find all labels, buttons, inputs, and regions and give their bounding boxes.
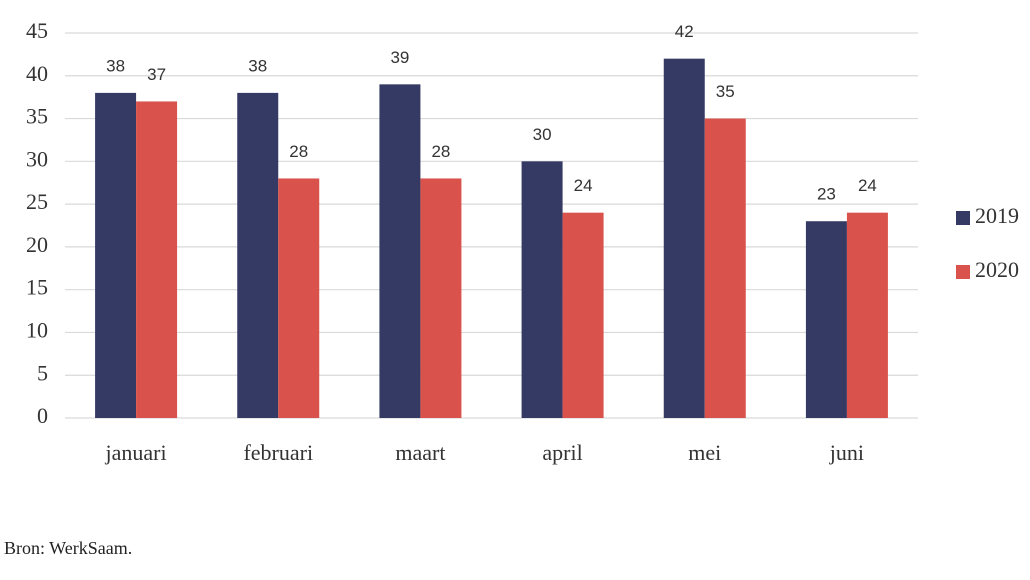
x-tick-label: april [542,440,582,465]
y-tick-label: 40 [26,61,48,86]
y-tick-label: 15 [26,275,48,300]
y-tick-label: 35 [26,104,48,129]
bar [521,161,563,419]
source-note: Bron: WerkSaam. [4,538,132,558]
value-label: 42 [675,22,694,41]
y-tick-label: 25 [26,189,48,214]
legend-swatch [956,265,970,279]
bar [136,101,178,418]
x-tick-label: maart [395,440,445,465]
value-label: 38 [248,56,267,75]
value-label: 24 [858,176,877,195]
y-tick-label: 20 [26,232,48,257]
value-label: 23 [817,185,836,204]
x-tick-label: juni [829,440,864,465]
legend-label: 2020 [975,257,1019,282]
bar [95,92,137,418]
value-label: 37 [147,65,166,84]
bar [278,178,320,418]
bar [663,58,705,419]
y-tick-label: 45 [26,18,48,43]
bar [562,212,604,418]
y-tick-label: 10 [26,317,48,342]
legend-swatch [956,211,970,225]
value-label: 39 [390,48,409,67]
bar [704,118,746,419]
value-label: 30 [533,125,552,144]
bar [237,92,279,418]
y-tick-label: 30 [26,146,48,171]
value-label: 24 [574,176,593,195]
y-tick-label: 5 [37,360,48,385]
x-tick-label: februari [243,440,313,465]
bar [379,84,421,418]
y-tick-label: 0 [37,403,48,428]
value-label: 38 [106,56,125,75]
legend-label: 2019 [975,203,1019,228]
value-label: 28 [289,142,308,161]
bar [846,212,888,418]
bar [420,178,462,418]
value-label: 35 [716,82,735,101]
x-tick-label: mei [688,440,721,465]
x-tick-label: januari [105,440,167,465]
value-label: 28 [431,142,450,161]
bar [805,221,847,418]
